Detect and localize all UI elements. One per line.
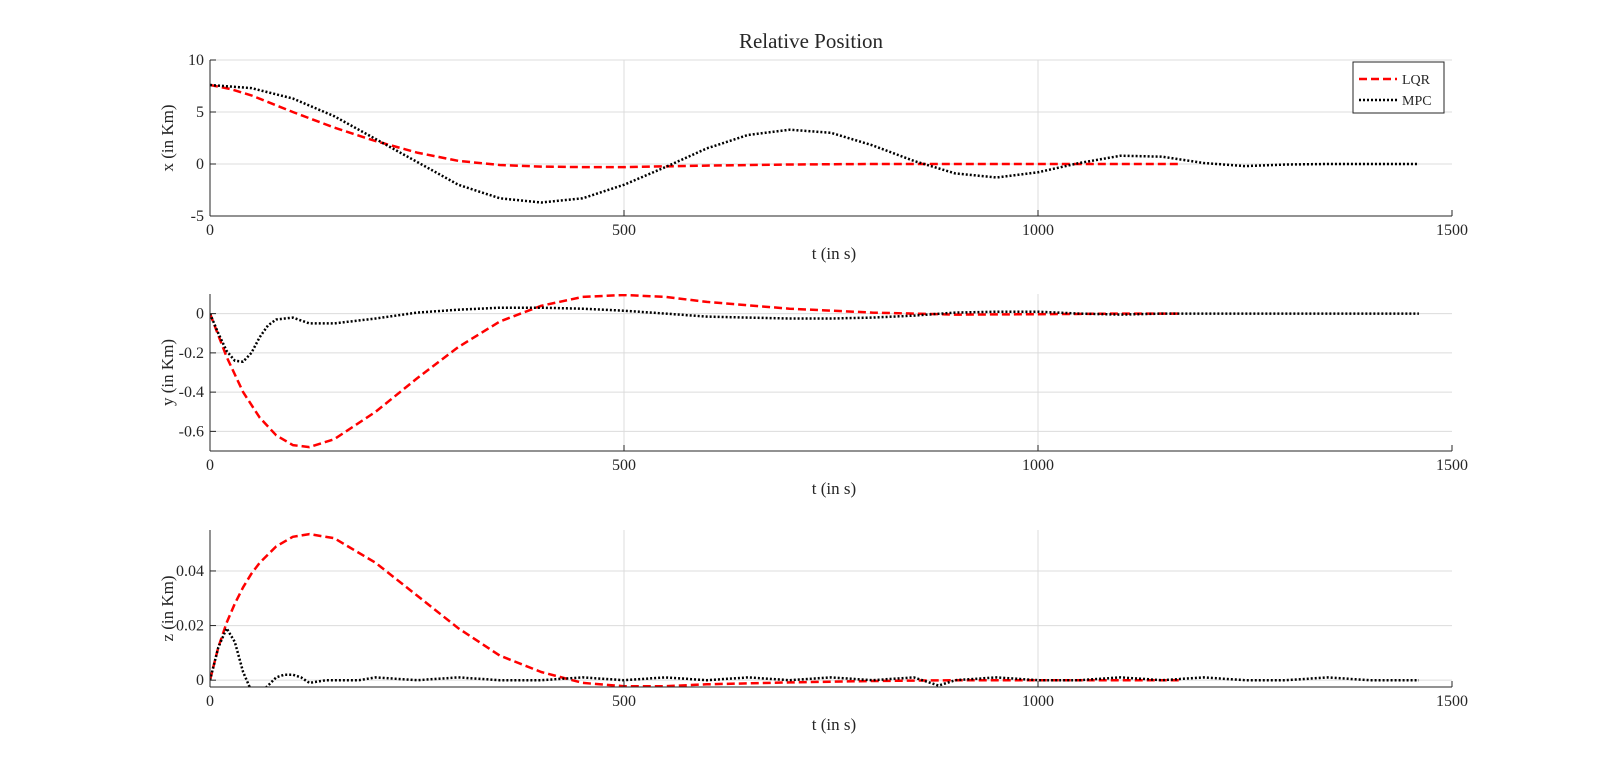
x-y-axis-label: x (in Km)	[158, 104, 177, 171]
legend-label-lqr: LQR	[1402, 73, 1431, 88]
z-series-lqr-line	[210, 532, 1179, 687]
y-x-axis-label: t (in s)	[812, 479, 856, 498]
z-x-tick-label-0: 0	[206, 693, 214, 710]
x-y-tick-label-3: 10	[188, 52, 204, 69]
x-y-tick-label-1: 0	[196, 156, 204, 173]
x-series-mpc-line	[210, 83, 1419, 204]
y-y-tick-label-3: 0	[196, 306, 204, 323]
z-y-tick-label-2: 0.04	[176, 563, 204, 580]
y-x-tick-label-0: 0	[206, 457, 214, 474]
z-y-tick-label-0: 0	[196, 672, 204, 689]
legend: LQR MPC	[1352, 61, 1445, 114]
z-x-tick-label-2: 1000	[1022, 693, 1054, 710]
z-position-panel: 0 500 1000 1500 0 0.02 0.04 t (in s) z (in Km)	[158, 530, 1468, 734]
y-y-tick-label-2: -0.2	[179, 345, 204, 362]
y-series-lqr-line	[210, 294, 1179, 449]
z-x-tick-label-1: 500	[612, 693, 636, 710]
y-y-tick-label-1: -0.4	[179, 384, 204, 401]
x-y-tick-label-2: 5	[196, 104, 204, 121]
x-x-tick-label-1: 500	[612, 222, 636, 239]
x-x-tick-label-2: 1000	[1022, 222, 1054, 239]
x-x-axis-label: t (in s)	[812, 244, 856, 263]
y-x-tick-label-1: 500	[612, 457, 636, 474]
x-x-tick-label-3: 1500	[1436, 222, 1468, 239]
legend-label-mpc: MPC	[1402, 94, 1432, 109]
z-x-axis-label: t (in s)	[812, 715, 856, 734]
y-y-axis-label: y (in Km)	[158, 339, 177, 406]
z-x-tick-label-3: 1500	[1436, 693, 1468, 710]
chart-title: Relative Position	[739, 29, 884, 53]
y-series-mpc-line	[210, 306, 1419, 363]
z-y-tick-label-1: 0.02	[176, 618, 204, 635]
y-x-tick-label-2: 1000	[1022, 457, 1054, 474]
y-y-tick-label-0: -0.6	[179, 423, 204, 440]
z-y-axis-label: z (in Km)	[158, 575, 177, 641]
z-series-mpc-line	[210, 627, 1419, 687]
x-y-tick-label-0: -5	[191, 208, 204, 225]
x-x-tick-label-0: 0	[206, 222, 214, 239]
legend-box	[1352, 61, 1445, 114]
y-x-tick-label-3: 1500	[1436, 457, 1468, 474]
y-position-panel: 0 500 1000 1500 -0.6 -0.4 -0.2 0 t (in s) y (in K…	[158, 294, 1468, 498]
